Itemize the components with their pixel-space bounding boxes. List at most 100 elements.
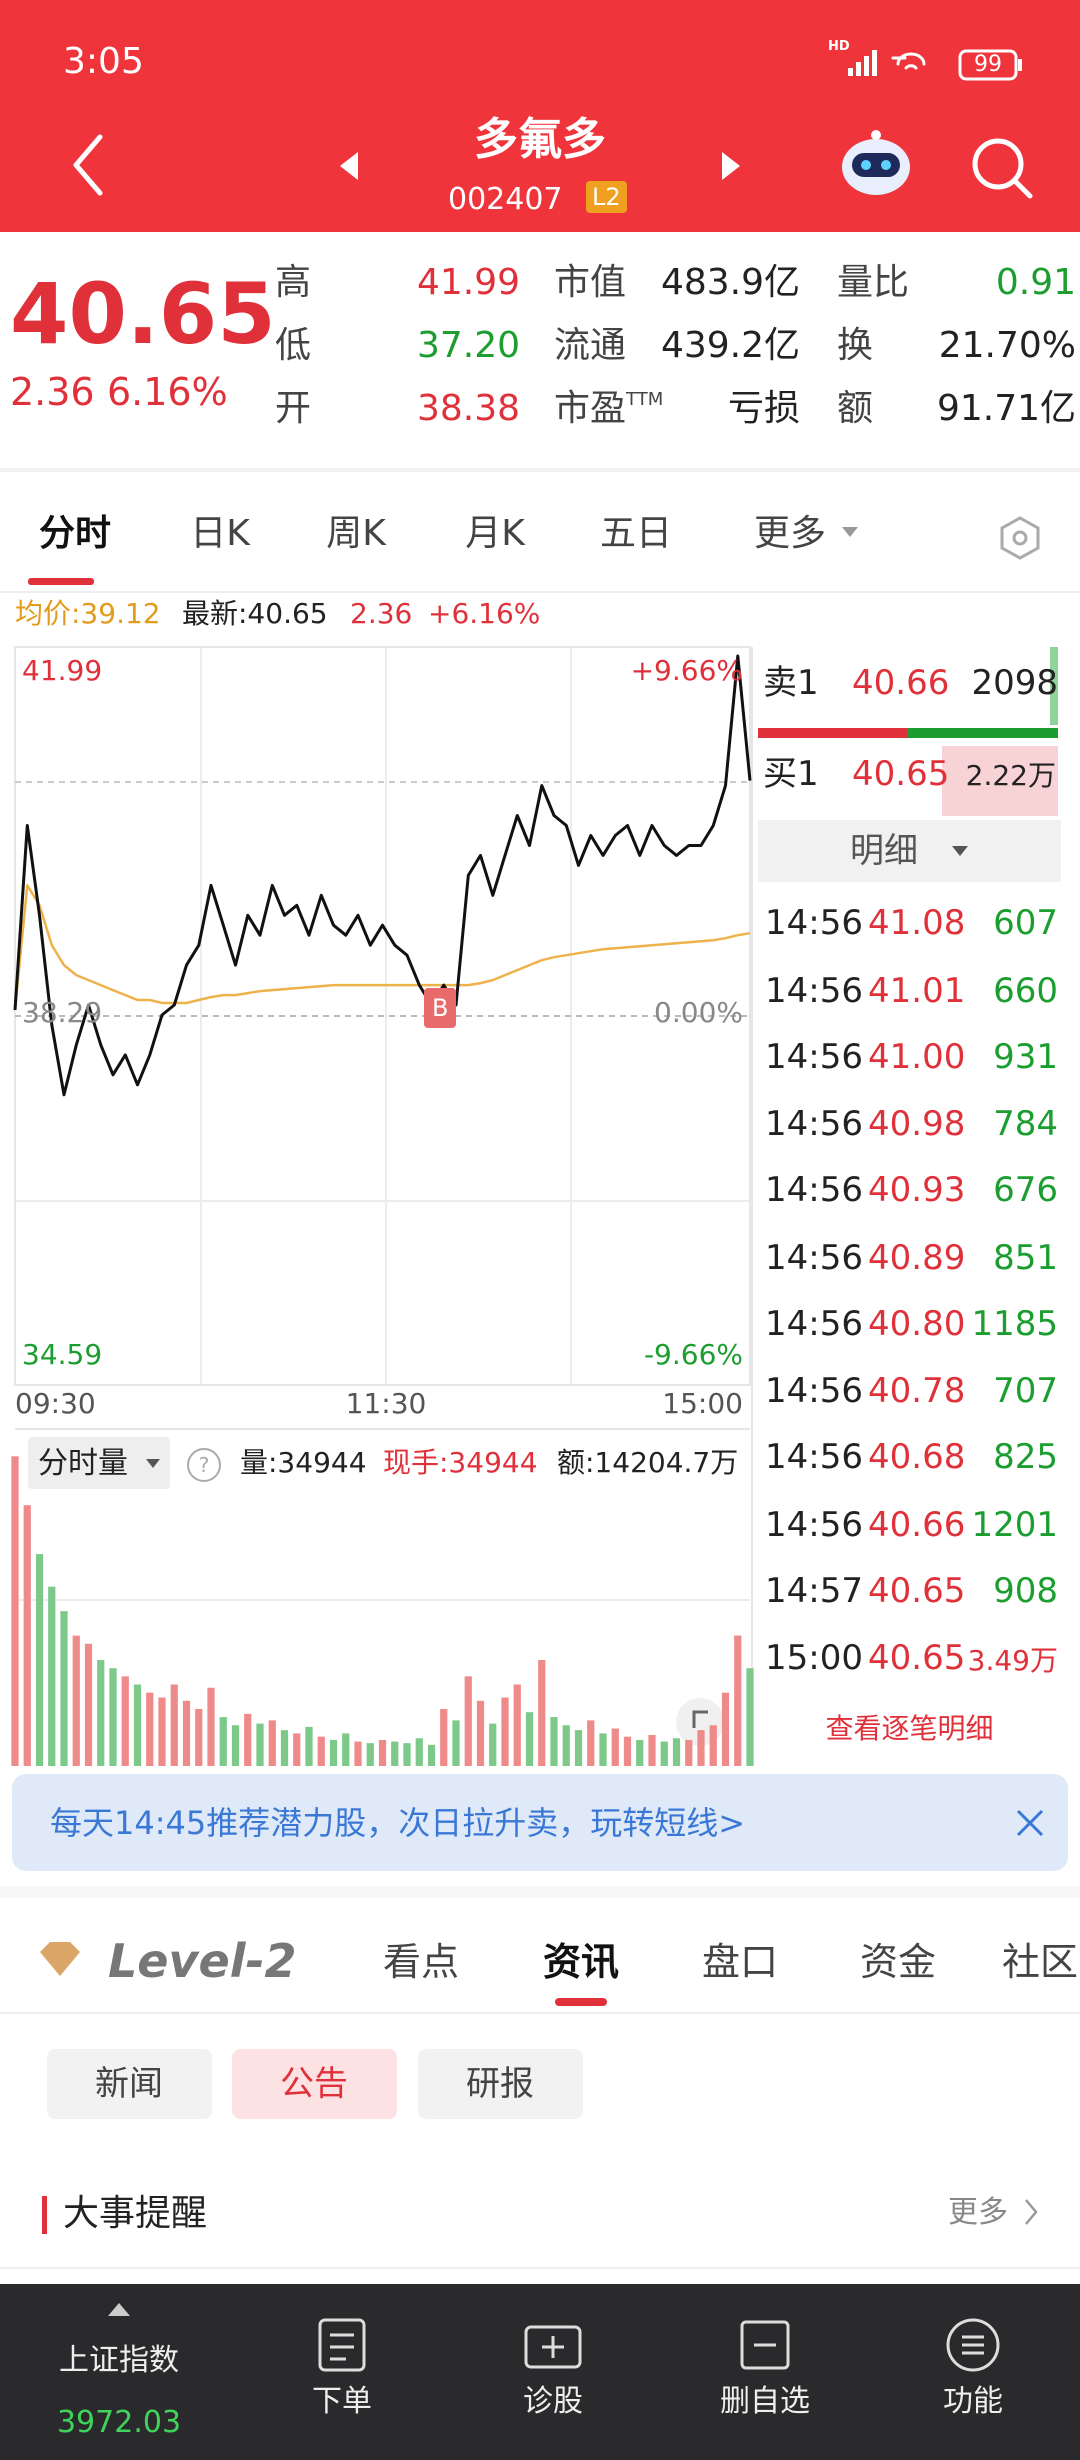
volume-bar [195,1708,203,1766]
sub-tab-label[interactable]: 新闻 [95,2064,163,2104]
trade-time: 14:56 [765,1104,863,1144]
volume-bar [293,1733,301,1766]
trade-time: 14:56 [765,903,863,943]
nav-label[interactable]: 诊股 [523,2384,583,2419]
events-more[interactable]: 更多 [948,2195,1008,2230]
sub-tab-label[interactable]: 公告 [280,2064,348,2104]
next-icon[interactable] [722,152,740,180]
detail-button[interactable] [758,820,1061,882]
nav-label[interactable]: 下单 [312,2384,372,2419]
volume-bar [84,1643,93,1766]
robot-icon[interactable] [842,130,910,195]
volume-bar [170,1684,178,1766]
remove-icon[interactable] [740,2320,790,2370]
trade-price: 40.65 [868,1571,966,1611]
trade-price: 40.98 [868,1104,966,1144]
period-tab[interactable]: 五日 [599,513,672,554]
volume-bar [268,1720,276,1766]
last-price: 40.65 [10,265,276,363]
volume-bar [525,1712,534,1766]
battery-level: 99 [974,52,1002,77]
trade-volume: 660 [993,971,1058,1011]
volume-bar [342,1733,350,1766]
trade-price: 40.80 [868,1304,966,1344]
nav-label[interactable]: 功能 [943,2384,1003,2419]
buy-volume: 2.22万 [965,759,1056,792]
back-icon[interactable] [73,134,103,196]
network-type: HD [828,39,850,54]
sub-tab[interactable] [232,2049,397,2119]
settings-icon[interactable] [1000,516,1040,560]
volume-bar [146,1692,154,1766]
events-title: 大事提醒 [63,2193,208,2234]
period-tab[interactable]: 日K [190,513,250,554]
volume-bar [354,1741,362,1766]
volume-bar [513,1684,521,1766]
index-name[interactable]: 上证指数 [59,2343,179,2378]
trade-volume: 851 [993,1238,1058,1278]
volume-bar [305,1726,313,1766]
sub-tab[interactable] [47,2049,212,2119]
search-icon[interactable] [972,138,1024,190]
help-icon[interactable] [187,1448,221,1482]
trade-volume: 908 [993,1571,1058,1611]
tab-indicator [28,578,94,585]
period-tab[interactable]: 月K [465,513,525,554]
volume-bar [672,1738,681,1766]
section-tab[interactable]: 资讯 [542,1940,619,1984]
stat-label: 开 [275,388,312,429]
latest-price: 最新:40.65 [182,597,328,630]
sub-tab[interactable] [418,2049,583,2119]
trade-time: 14:56 [765,1371,863,1411]
prev-icon[interactable] [340,152,358,180]
time-label: 15:00 [662,1387,743,1420]
volume-bar [636,1739,644,1766]
index-value: 3972.03 [56,2405,182,2440]
stat-label: 市值 [554,262,627,303]
trade-time: 14:56 [765,971,863,1011]
volume-bar [35,1554,44,1766]
period-tab[interactable]: 分时 [38,513,111,554]
volume-bar [452,1720,460,1766]
section-tab[interactable]: 盘口 [701,1940,778,1984]
trade-volume: 825 [993,1437,1058,1477]
avg-price: 均价:39.12 [15,597,161,630]
volume-bar [280,1730,289,1766]
diagnose-icon[interactable] [524,2325,582,2369]
trade-price: 41.08 [868,903,966,943]
volume-bar [158,1697,166,1766]
nav-label[interactable]: 删自选 [720,2384,810,2419]
buy-strength [907,728,1058,738]
function-icon[interactable] [946,2318,1000,2372]
trade-price: 41.01 [868,971,966,1011]
section-tab[interactable]: 看点 [382,1940,459,1984]
order-icon[interactable] [318,2318,366,2372]
section-tab[interactable]: 资金 [859,1940,936,1984]
volume-bar [599,1733,607,1766]
sell-strength [758,728,907,738]
period-tab[interactable]: 更多 [753,513,826,554]
volume-bar [611,1728,619,1766]
detail-button-label[interactable]: 明细 [850,831,918,871]
stat-label: 高 [275,262,312,303]
period-tab[interactable]: 周K [326,513,386,554]
volume-selector-label[interactable]: 分时量 [38,1446,128,1481]
time-label: 11:30 [345,1387,427,1420]
volume-bar [550,1717,558,1766]
banner[interactable] [12,1774,1068,1871]
section-tab[interactable]: 社区 [1001,1940,1078,1984]
level2-icon [40,1942,80,1976]
more-trades-link[interactable]: 查看逐笔明细 [825,1712,994,1745]
avg-line [13,884,751,1011]
volume-bar [709,1725,717,1766]
stat-value: 38.38 [416,388,520,429]
stat-label-sup: TTM [626,389,664,410]
volume-selector[interactable] [28,1437,170,1489]
header-bar [0,0,1080,232]
volume-bar [244,1713,252,1766]
banner-text[interactable]: 每天14:45推荐潜力股，次日拉升卖，玩转短线> [50,1804,746,1842]
stat-value: 21.70% [938,325,1076,366]
sub-tab-label[interactable]: 研报 [466,2064,534,2104]
volume-bar [182,1700,191,1766]
status-time: 3:05 [63,41,144,82]
